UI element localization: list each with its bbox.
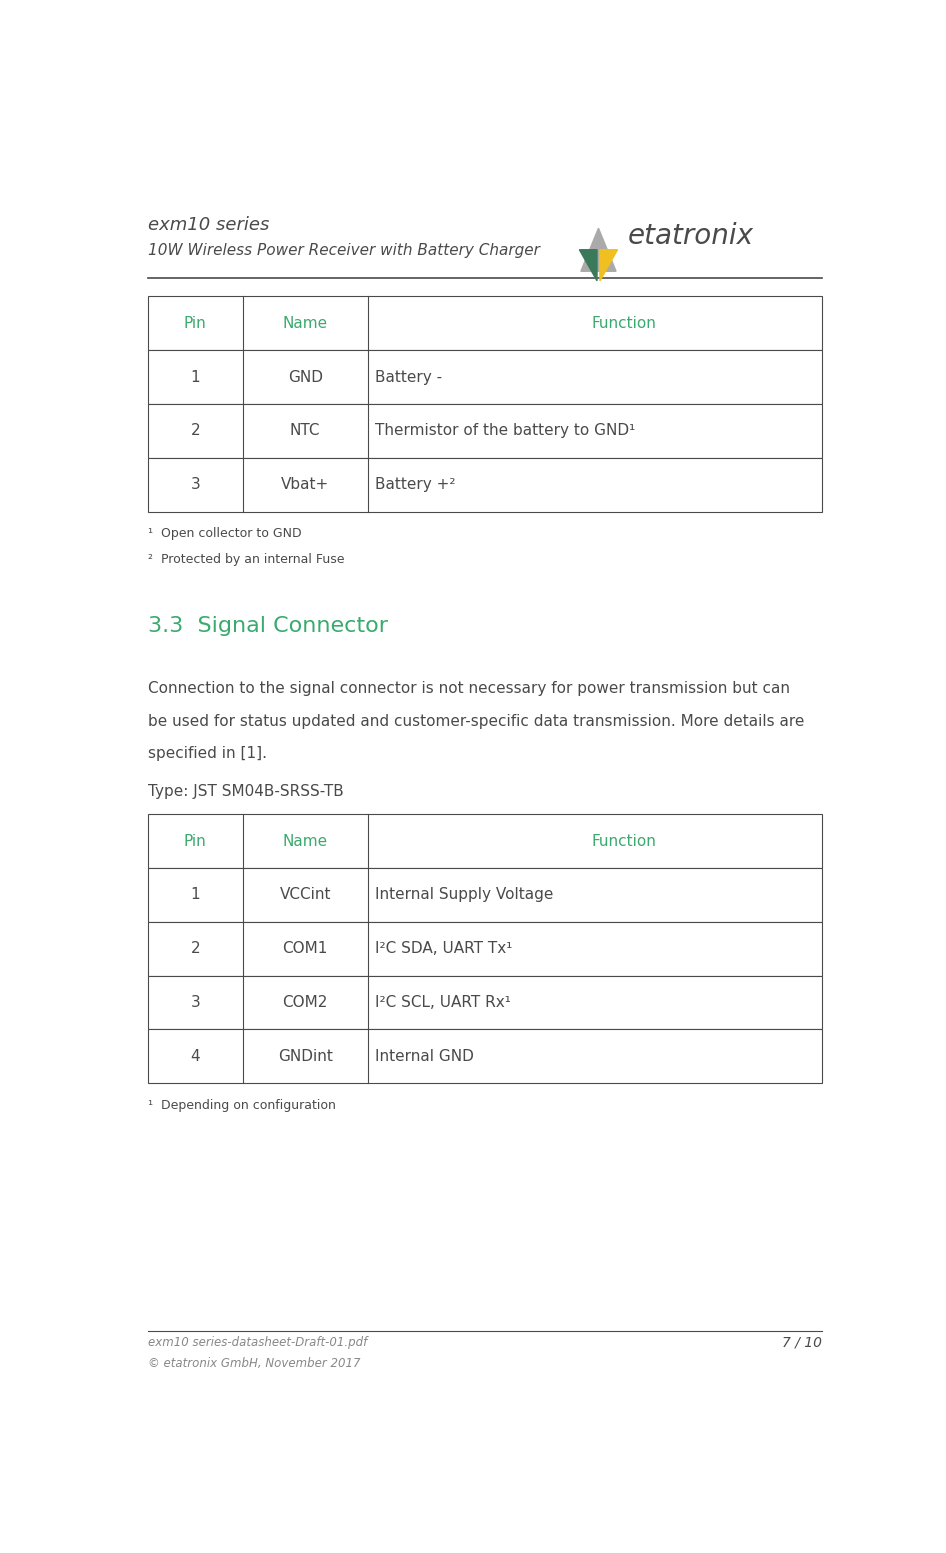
Text: exm10 series: exm10 series [148,216,269,235]
Text: 1: 1 [190,370,200,385]
Text: specified in [1].: specified in [1]. [148,745,267,761]
Text: Battery -: Battery - [375,370,442,385]
Text: 7 / 10: 7 / 10 [782,1336,822,1350]
Text: ²  Protected by an internal Fuse: ² Protected by an internal Fuse [148,553,344,567]
Text: Type: JST SM04B-SRSS-TB: Type: JST SM04B-SRSS-TB [148,784,343,800]
Text: I²C SCL, UART Rx¹: I²C SCL, UART Rx¹ [375,995,511,1009]
Text: Name: Name [283,834,327,848]
Bar [148,349,822,404]
Text: Internal Supply Voltage: Internal Supply Voltage [375,887,553,902]
Text: 1: 1 [190,887,200,902]
Text: © etatronix GmbH, November 2017: © etatronix GmbH, November 2017 [148,1357,360,1370]
Polygon shape [579,250,597,281]
Text: COM1: COM1 [283,941,328,957]
Text: Name: Name [283,315,327,331]
Text: Function: Function [591,834,657,848]
Text: Internal GND: Internal GND [375,1048,474,1064]
Text: 3: 3 [190,477,201,492]
Text: 2: 2 [190,424,200,438]
Text: etatronix: etatronix [628,222,754,250]
Text: 4: 4 [190,1048,200,1064]
Bar [148,458,822,511]
Text: COM2: COM2 [283,995,328,1009]
Text: 3: 3 [190,995,201,1009]
Text: ¹  Open collector to GND: ¹ Open collector to GND [148,526,301,540]
Text: be used for status updated and customer-specific data transmission. More details: be used for status updated and customer-… [148,714,804,728]
Text: Thermistor of the battery to GND¹: Thermistor of the battery to GND¹ [375,424,635,438]
Text: 2: 2 [190,941,200,957]
Text: VCCint: VCCint [279,887,331,902]
Bar [148,814,822,868]
Text: Connection to the signal connector is not necessary for power transmission but c: Connection to the signal connector is no… [148,682,790,696]
Text: 10W Wireless Power Receiver with Battery Charger: 10W Wireless Power Receiver with Battery… [148,242,539,258]
Text: 3.3  Signal Connector: 3.3 Signal Connector [148,615,388,635]
Text: Battery +²: Battery +² [375,477,455,492]
Bar [148,1030,822,1084]
Text: ¹  Depending on configuration: ¹ Depending on configuration [148,1100,336,1112]
Bar [148,975,822,1030]
Bar [148,297,822,349]
Text: Pin: Pin [184,315,206,331]
Text: NTC: NTC [290,424,321,438]
Bar [148,922,822,975]
Polygon shape [600,250,618,281]
Text: exm10 series-datasheet-Draft-01.pdf: exm10 series-datasheet-Draft-01.pdf [148,1336,367,1348]
Text: Pin: Pin [184,834,206,848]
Text: Vbat+: Vbat+ [281,477,329,492]
Text: GNDint: GNDint [278,1048,333,1064]
Polygon shape [581,228,616,272]
Text: Function: Function [591,315,657,331]
Bar [148,868,822,922]
Text: I²C SDA, UART Tx¹: I²C SDA, UART Tx¹ [375,941,512,957]
Bar [148,404,822,458]
Text: GND: GND [288,370,323,385]
